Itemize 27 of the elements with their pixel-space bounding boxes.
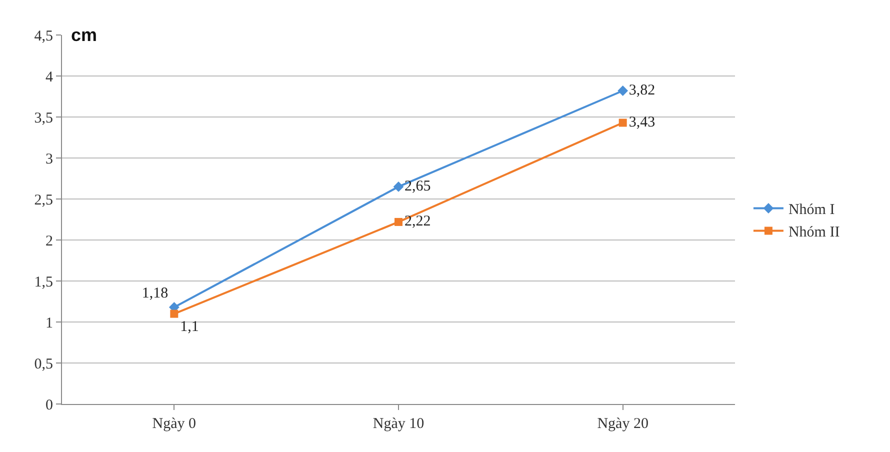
legend-label: Nhóm I bbox=[788, 202, 835, 218]
y-tick-label: 1,5 bbox=[34, 274, 53, 290]
x-tick-label: Ngày 0 bbox=[152, 416, 196, 432]
point bbox=[170, 310, 178, 318]
y-tick-label: 1 bbox=[46, 315, 53, 332]
y-tick-label: 4,5 bbox=[34, 28, 53, 44]
y-tick-label: 2 bbox=[46, 233, 53, 250]
y-tick-label: 3,5 bbox=[34, 110, 53, 126]
y-tick-label: 0,5 bbox=[34, 356, 53, 372]
data-label: 3,43 bbox=[628, 114, 656, 130]
point bbox=[618, 118, 627, 127]
x-tick-label: Ngày 10 bbox=[372, 416, 424, 432]
data-label: 2,65 bbox=[404, 178, 431, 194]
y-tick-label: 0 bbox=[46, 397, 53, 414]
point bbox=[393, 182, 404, 192]
point bbox=[618, 86, 628, 96]
legend-label: Nhóm II bbox=[788, 224, 840, 241]
data-label: 1,18 bbox=[142, 285, 168, 302]
y-tick-label: 4 bbox=[46, 69, 54, 86]
data-label: 1,1 bbox=[180, 319, 199, 336]
point bbox=[394, 218, 402, 226]
data-label: 3,82 bbox=[628, 82, 656, 99]
y-tick-label: 3 bbox=[46, 151, 53, 168]
x-tick-label: Ngày 20 bbox=[597, 416, 648, 432]
y-axis-title: cm bbox=[71, 25, 98, 45]
y-tick-label: 2,5 bbox=[34, 192, 53, 208]
data-label: 2,22 bbox=[404, 214, 431, 230]
